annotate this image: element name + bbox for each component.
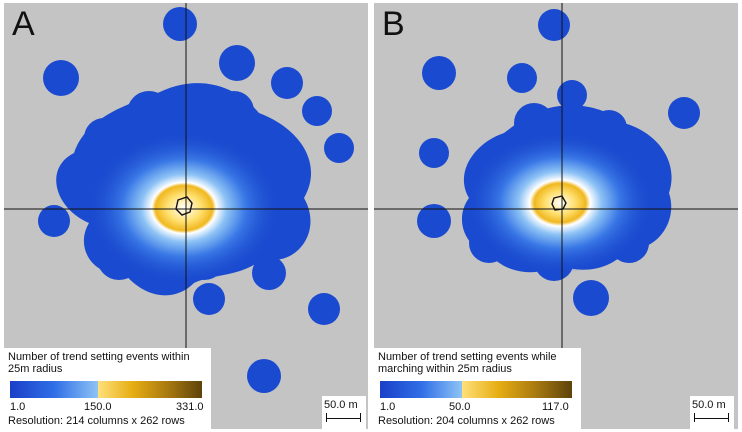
scale-bar-b: 50.0 m [690, 396, 734, 429]
legend-mid-b: 50.0 [449, 401, 471, 413]
scale-bar-a: 50.0 m [322, 396, 366, 429]
density-peak-a [89, 133, 279, 283]
legend-mid-a: 150.0 [84, 401, 112, 413]
resolution-b: Resolution: 204 columns x 262 rows [378, 415, 555, 427]
scale-label-a: 50.0 m [324, 399, 358, 411]
scale-label-b: 50.0 m [692, 399, 726, 411]
panel-letter-b: B [382, 5, 405, 43]
legend-title-b: Number of trend setting events while mar… [378, 351, 557, 375]
color-ramp-a [10, 381, 202, 398]
legend-max-a: 331.0 [176, 401, 204, 413]
resolution-a: Resolution: 214 columns x 262 rows [8, 415, 185, 427]
legend-min-a: 1.0 [10, 401, 26, 413]
heatmap-panel-b: B Number of trend setting events while m… [374, 3, 738, 429]
color-ramp-b [380, 381, 572, 398]
legend-title-a: Number of trend setting events within 25… [8, 351, 190, 375]
density-map-a [4, 3, 368, 429]
legend-max-b: 117.0 [542, 401, 569, 413]
density-map-b [374, 3, 738, 429]
density-peak-b [468, 133, 652, 273]
panel-letter-a: A [12, 5, 35, 43]
legend-a: Number of trend setting events within 25… [4, 348, 211, 429]
legend-b: Number of trend setting events while mar… [374, 348, 581, 429]
heatmap-panel-a: A Number of trend setting events within … [4, 3, 368, 429]
legend-min-b: 1.0 [380, 401, 396, 413]
